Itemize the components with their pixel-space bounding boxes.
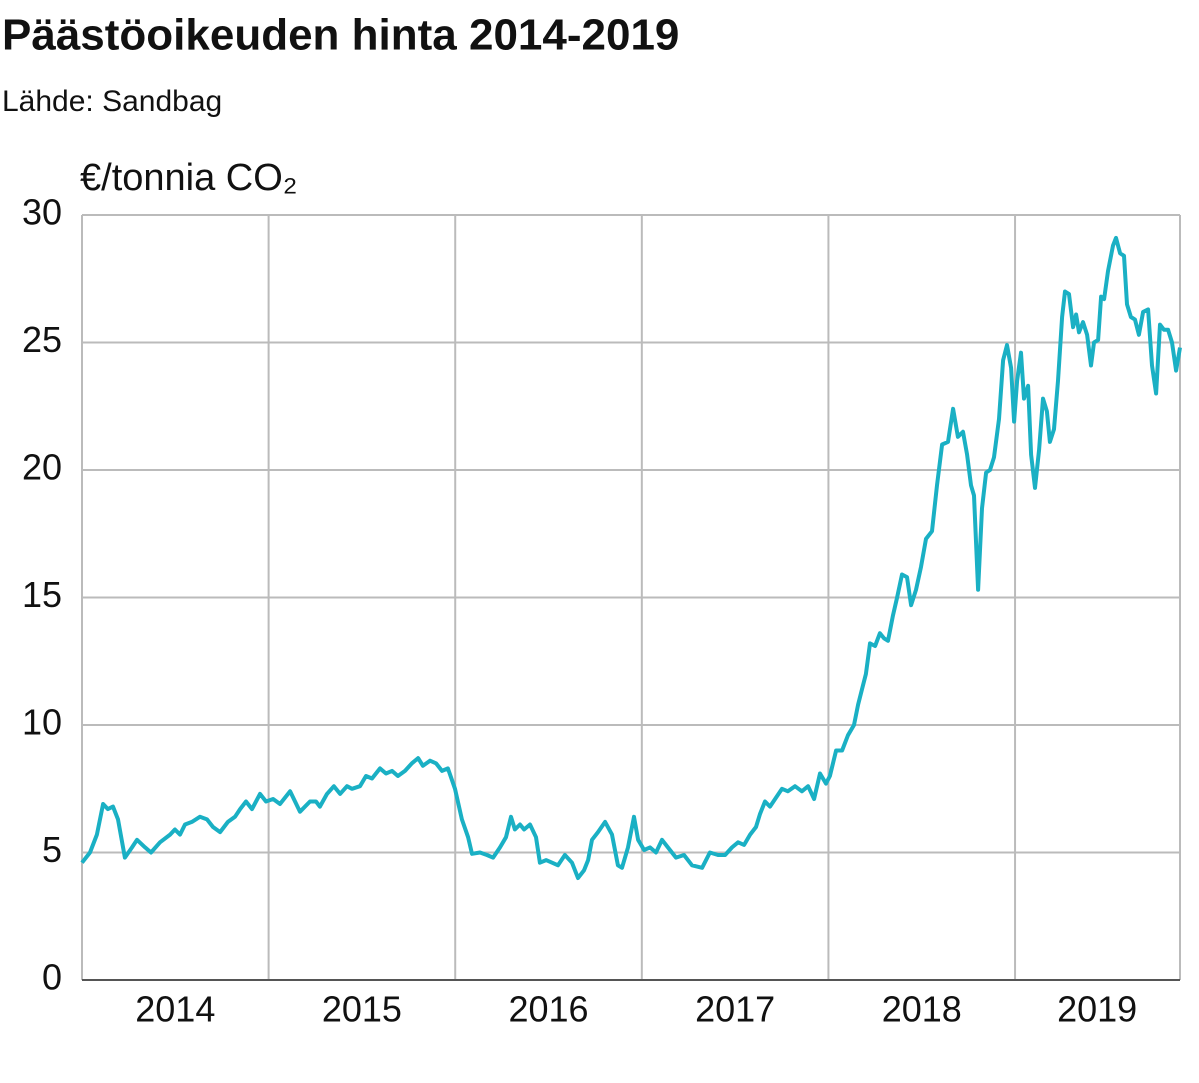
y-tick-label: 10 [22, 702, 62, 743]
x-tick-label: 2016 [508, 989, 588, 1030]
x-tick-label: 2018 [882, 989, 962, 1030]
chart-title: Päästöoikeuden hinta 2014-2019 [2, 11, 679, 60]
price-line [80, 235, 1182, 880]
y-axis-label: €/tonnia CO₂ [80, 157, 298, 199]
chart-subtitle: Lähde: Sandbag [2, 85, 222, 118]
y-tick-label: 30 [22, 192, 62, 233]
y-tick-label: 15 [22, 574, 62, 615]
y-tick-label: 25 [22, 319, 62, 360]
x-tick-label: 2017 [695, 989, 775, 1030]
x-tick-label: 2015 [322, 989, 402, 1030]
y-tick-label: 20 [22, 447, 62, 488]
x-tick-label: 2014 [135, 989, 215, 1030]
y-tick-label: 0 [42, 957, 62, 998]
x-tick-label: 2019 [1057, 989, 1137, 1030]
y-tick-label: 5 [42, 829, 62, 870]
